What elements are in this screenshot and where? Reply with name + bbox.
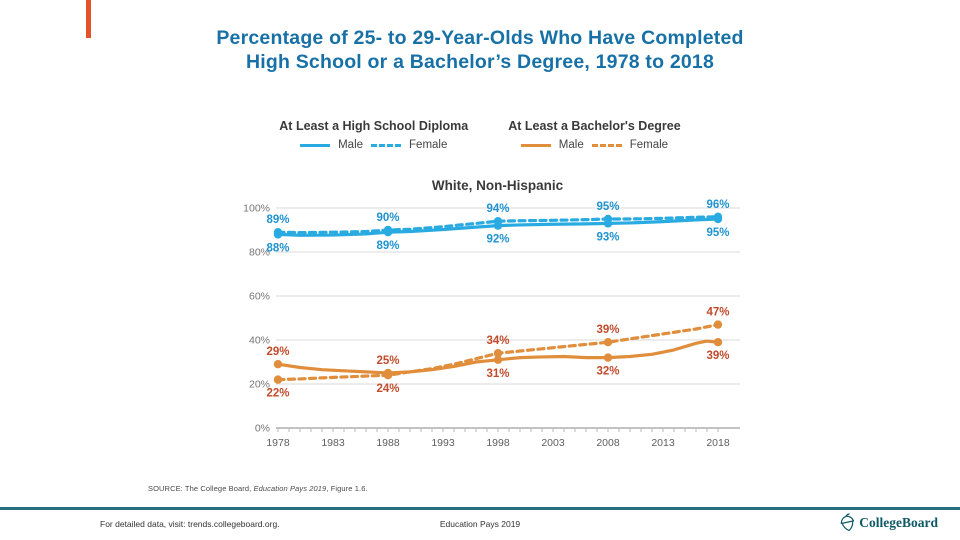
- data-label: 95%: [596, 201, 619, 213]
- marker-ba-female: [603, 338, 613, 347]
- footer-link[interactable]: For detailed data, visit: trends.college…: [100, 519, 280, 529]
- y-axis-label: 20%: [249, 379, 270, 391]
- y-axis-label: 80%: [249, 247, 270, 259]
- marker-hs-female: [713, 212, 723, 221]
- x-axis-label: 1998: [486, 437, 510, 449]
- data-label: 92%: [486, 234, 509, 246]
- footer-divider: [0, 507, 960, 510]
- data-label: 25%: [376, 355, 399, 367]
- y-axis-label: 0%: [255, 423, 270, 435]
- x-axis-label: 2003: [541, 437, 565, 449]
- data-label: 94%: [486, 203, 509, 215]
- marker-ba-male: [273, 360, 283, 369]
- collegeboard-logo: CollegeBoard: [839, 513, 938, 532]
- source-note: SOURCE: The College Board, Education Pay…: [148, 484, 368, 493]
- page-title: Percentage of 25- to 29-Year-Olds Who Ha…: [0, 27, 960, 74]
- hs-female-line-swatch: [371, 143, 402, 147]
- chart-legend: At Least a High School Diploma Male Fema…: [0, 119, 960, 151]
- marker-ba-female: [383, 371, 393, 380]
- marker-hs-female: [273, 228, 283, 237]
- marker-ba-male: [713, 338, 723, 347]
- x-axis-label: 1978: [266, 437, 290, 449]
- data-label: 93%: [596, 231, 619, 243]
- acorn-icon: [840, 513, 855, 532]
- logo-wordmark: CollegeBoard: [859, 514, 938, 530]
- source-publication: Education Pays 2019: [253, 484, 327, 493]
- ba-female-line-swatch: [591, 143, 622, 147]
- marker-ba-male: [493, 355, 503, 364]
- data-label: 39%: [706, 350, 729, 362]
- data-label: 90%: [376, 212, 399, 224]
- footer-doc-title: Education Pays 2019: [439, 519, 521, 529]
- ba-female-label: Female: [629, 139, 669, 151]
- line-chart: 100% 80% 60% 40% 20% 0% 1978 1983 1988 1993 1998 20…: [243, 199, 740, 449]
- data-label: 24%: [376, 383, 399, 395]
- marker-ba-female: [273, 375, 283, 384]
- data-label: 89%: [266, 214, 289, 226]
- legend-items: Male Female: [508, 139, 681, 151]
- x-axis-label: 2018: [706, 437, 730, 449]
- ba-male-line-swatch: [520, 143, 551, 147]
- title-line2: High School or a Bachelor’s Degree, 1978…: [245, 50, 715, 73]
- data-label: 31%: [486, 368, 509, 380]
- y-axis-label: 100%: [243, 203, 270, 215]
- accent-bar: [86, 0, 91, 38]
- source-suffix: , Figure 1.6.: [326, 484, 368, 493]
- legend-group-highschool: At Least a High School Diploma Male Fema…: [279, 119, 468, 151]
- data-label: 32%: [596, 366, 619, 378]
- data-label: 29%: [266, 346, 289, 358]
- legend-group-bachelors: At Least a Bachelor's Degree Male Female: [508, 119, 681, 151]
- legend-group-title: At Least a Bachelor's Degree: [508, 119, 681, 133]
- x-axis-label: 1988: [376, 437, 400, 449]
- x-axis-label: 2013: [651, 437, 675, 449]
- data-label: 95%: [706, 227, 729, 239]
- legend-items: Male Female: [279, 139, 468, 151]
- title-line1: Percentage of 25- to 29-Year-Olds Who Ha…: [216, 27, 744, 49]
- marker-ba-female: [713, 320, 723, 329]
- x-axis-label: 2008: [596, 437, 620, 449]
- data-label: 34%: [486, 335, 509, 347]
- x-axis-label: 1983: [321, 437, 345, 449]
- data-label: 47%: [706, 307, 729, 319]
- marker-hs-female: [383, 225, 393, 235]
- source-prefix: SOURCE: The College Board,: [148, 484, 254, 493]
- data-label: 39%: [596, 324, 619, 336]
- data-label: 96%: [706, 199, 729, 211]
- hs-male-label: Male: [338, 139, 364, 151]
- marker-hs-female: [493, 217, 503, 226]
- hs-female-label: Female: [409, 139, 448, 151]
- series-ba-male: [276, 339, 720, 375]
- y-axis-label: 60%: [249, 291, 270, 303]
- ba-male-label: Male: [558, 139, 584, 151]
- marker-hs-female: [603, 214, 613, 224]
- hs-male-line-swatch: [300, 143, 331, 147]
- data-label: 88%: [266, 242, 289, 254]
- marker-ba-female: [493, 349, 503, 358]
- chart-title: White, Non-Hispanic: [431, 178, 564, 193]
- marker-ba-male: [603, 353, 613, 362]
- legend-group-title: At Least a High School Diploma: [279, 119, 469, 133]
- y-axis-label: 40%: [249, 335, 270, 347]
- data-label: 89%: [376, 240, 399, 252]
- data-label: 22%: [266, 388, 289, 400]
- x-axis-label: 1993: [431, 437, 455, 449]
